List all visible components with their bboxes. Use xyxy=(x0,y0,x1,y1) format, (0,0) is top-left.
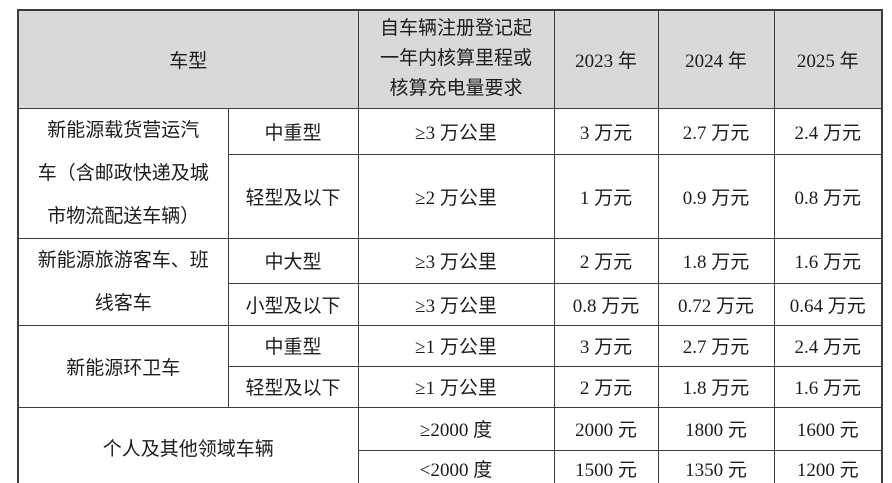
subsidy-2023-cell: 0.8 万元 xyxy=(553,283,659,326)
header-year-2025: 2025 年 xyxy=(773,9,883,109)
table-row: 新能源旅游客车、班 线客车 中大型 ≥3 万公里 2 万元 1.8 万元 1.6… xyxy=(17,237,883,326)
subsidy-2023-cell: 3 万元 xyxy=(553,324,659,367)
subsidy-2025-cell: 2.4 万元 xyxy=(773,324,883,367)
subtype-cell: 轻型及以下 xyxy=(227,154,359,239)
subsidy-2024-cell: 1.8 万元 xyxy=(657,237,775,285)
subsidy-2023-cell: 3 万元 xyxy=(553,107,659,155)
header-year-2024: 2024 年 xyxy=(657,9,775,109)
subsidy-2025-cell: 1.6 万元 xyxy=(773,237,883,285)
table-row: 轻型及以下 ≥2 万公里 1 万元 0.9 万元 0.8 万元 xyxy=(18,154,883,239)
table-row: 小型及以下 ≥3 万公里 0.8 万元 0.72 万元 0.64 万元 xyxy=(18,283,883,326)
table-row: 新能源环卫车 中重型 ≥1 万公里 3 万元 2.7 万元 2.4 万元 xyxy=(17,324,883,408)
subsidy-2024-cell: 1350 元 xyxy=(657,449,775,483)
subtype-cell: 中重型 xyxy=(227,107,359,155)
subsidy-2025-cell: 1200 元 xyxy=(773,449,883,483)
table-row: <2000 度 1500 元 1350 元 1200 元 xyxy=(18,449,883,483)
header-row: 车型 自车辆注册登记起 一年内核算里程或 核算充电量要求 2023 年 2024… xyxy=(17,9,883,109)
group-label-freight: 新能源载货营运汽 车（含邮政快递及城 市物流配送车辆） xyxy=(17,107,229,239)
requirement-cell: ≥3 万公里 xyxy=(357,283,555,326)
requirement-cell: ≥1 万公里 xyxy=(357,324,555,367)
header-mileage-requirement: 自车辆注册登记起 一年内核算里程或 核算充电量要求 xyxy=(357,9,555,109)
subsidy-2025-cell: 1.6 万元 xyxy=(773,365,883,408)
header-vehicle-type: 车型 xyxy=(17,9,359,109)
group-label-bus: 新能源旅游客车、班 线客车 xyxy=(17,237,229,326)
subsidy-2023-cell: 2 万元 xyxy=(553,237,659,285)
subsidy-2024-cell: 0.72 万元 xyxy=(657,283,775,326)
subtype-cell: 小型及以下 xyxy=(227,283,359,326)
requirement-cell: ≥3 万公里 xyxy=(357,237,555,285)
subsidy-2024-cell: 2.7 万元 xyxy=(657,324,775,367)
subsidy-2024-cell: 0.9 万元 xyxy=(657,154,775,239)
subtype-cell: 中重型 xyxy=(227,324,359,367)
subsidy-2025-cell: 0.8 万元 xyxy=(773,154,883,239)
subsidy-2025-cell: 0.64 万元 xyxy=(773,283,883,326)
table-row: 新能源载货营运汽 车（含邮政快递及城 市物流配送车辆） 中重型 ≥3 万公里 3… xyxy=(17,107,883,239)
subsidy-2024-cell: 1800 元 xyxy=(657,406,775,451)
subsidy-2025-cell: 1600 元 xyxy=(773,406,883,451)
subsidy-2023-cell: 1 万元 xyxy=(553,154,659,239)
requirement-cell: ≥2000 度 xyxy=(357,406,555,451)
subsidy-2023-cell: 2 万元 xyxy=(553,365,659,408)
requirement-cell: ≥3 万公里 xyxy=(357,107,555,155)
requirement-cell: ≥2 万公里 xyxy=(357,154,555,239)
subsidy-2024-cell: 2.7 万元 xyxy=(657,107,775,155)
requirement-cell: <2000 度 xyxy=(357,449,555,483)
subsidy-2024-cell: 1.8 万元 xyxy=(657,365,775,408)
table-row: 个人及其他领域车辆 ≥2000 度 2000 元 1800 元 1600 元 xyxy=(17,406,883,483)
subtype-cell: 中大型 xyxy=(227,237,359,285)
table-row: 轻型及以下 ≥1 万公里 2 万元 1.8 万元 1.6 万元 xyxy=(18,365,883,408)
header-year-2023: 2023 年 xyxy=(553,9,659,109)
subsidy-2023-cell: 1500 元 xyxy=(553,449,659,483)
subsidy-2025-cell: 2.4 万元 xyxy=(773,107,883,155)
subtype-cell: 轻型及以下 xyxy=(227,365,359,408)
group-label-sanitation: 新能源环卫车 xyxy=(17,324,229,408)
requirement-cell: ≥1 万公里 xyxy=(357,365,555,408)
subsidy-table: 车型 自车辆注册登记起 一年内核算里程或 核算充电量要求 2023 年 2024… xyxy=(17,9,884,483)
subsidy-2023-cell: 2000 元 xyxy=(553,406,659,451)
group-label-personal: 个人及其他领域车辆 xyxy=(17,406,359,483)
